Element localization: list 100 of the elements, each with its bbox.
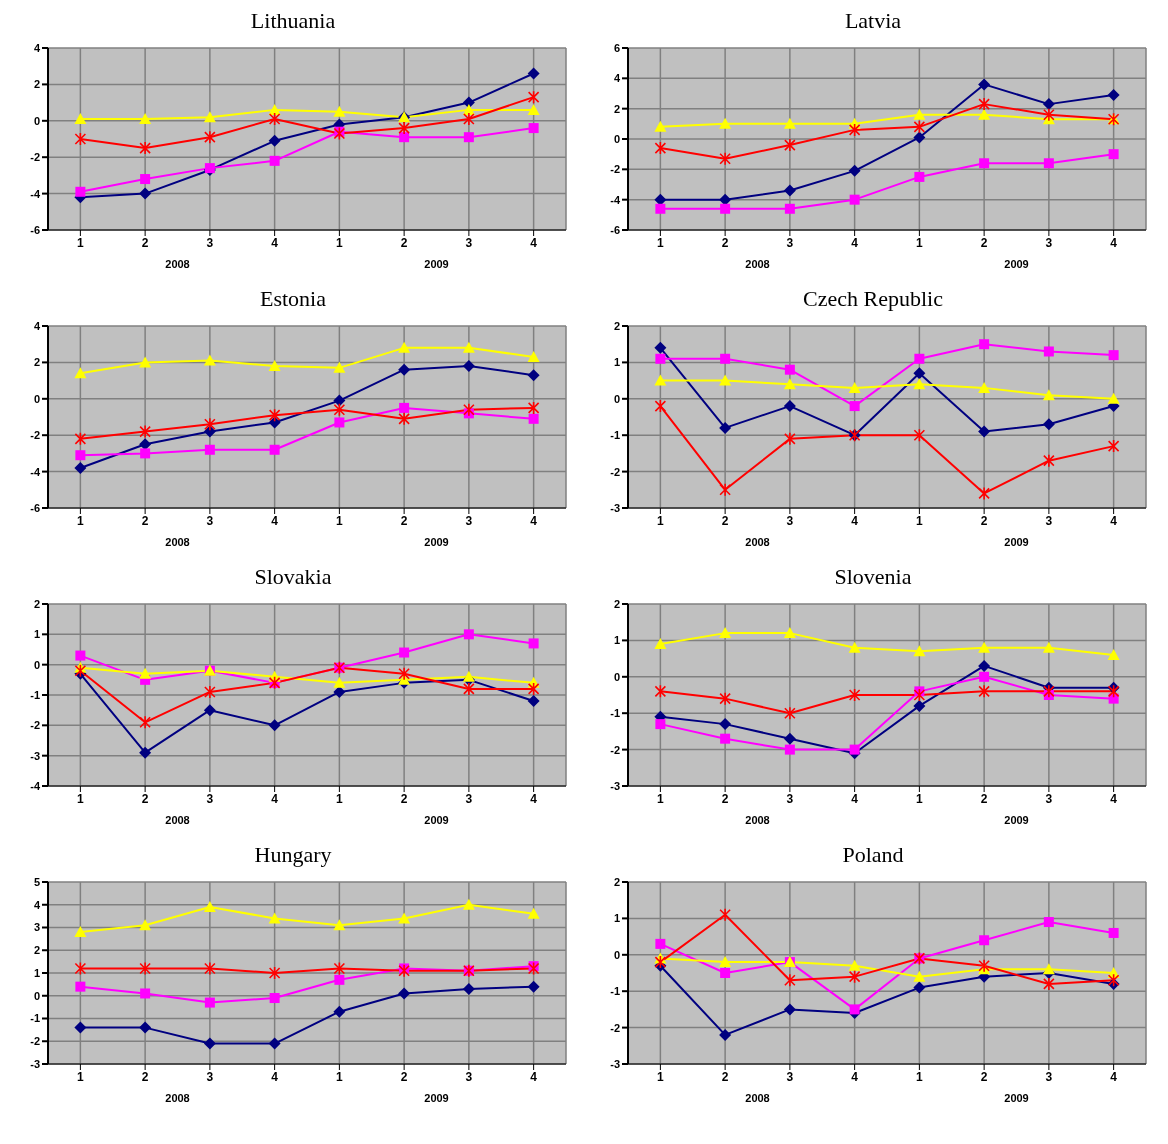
text: 2008 — [745, 1092, 770, 1104]
y-tick-label: -2 — [610, 163, 620, 176]
y-tick-label: -2 — [30, 151, 40, 164]
y-tick-label: 1 — [613, 356, 620, 369]
text: 2009 — [1004, 536, 1029, 548]
text: 2008 — [745, 814, 770, 826]
chart-title: Estonia — [259, 286, 327, 313]
x-tick-label: 2 — [400, 513, 408, 528]
chart-title: Slovenia — [833, 564, 913, 591]
y-tick-label: -1 — [610, 707, 620, 720]
x-tick-label: 1 — [336, 791, 344, 806]
x-tick-label: 1 — [916, 1069, 924, 1084]
y-tick-label: 0 — [613, 132, 620, 145]
text: 2008 — [165, 814, 190, 826]
x-tick-label: 1 — [657, 235, 665, 250]
x-tick-label: 2 — [141, 235, 149, 250]
y-tick-label: -1 — [610, 985, 620, 998]
y-tick-label: 0 — [613, 948, 620, 961]
chart-title: Latvia — [843, 8, 903, 35]
y-tick-label: 2 — [613, 102, 620, 115]
x-tick-label: 3 — [465, 513, 473, 528]
y-tick-label: 2 — [613, 597, 620, 610]
x-tick-label: 4 — [530, 791, 538, 806]
text: 2008 — [745, 258, 770, 270]
x-tick-label: 1 — [657, 513, 665, 528]
x-tick-label: 4 — [530, 513, 538, 528]
x-tick-label: 3 — [1045, 1069, 1053, 1084]
x-tick-label: 3 — [1045, 235, 1053, 250]
x-tick-label: 4 — [851, 1069, 859, 1084]
x-tick-label: 2 — [721, 1069, 729, 1084]
y-tick-label: -2 — [610, 1021, 620, 1034]
y-tick-label: 2 — [613, 319, 620, 332]
text: 2009 — [1004, 1092, 1029, 1104]
x-tick-label: 2 — [400, 791, 408, 806]
y-tick-label: -2 — [610, 743, 620, 756]
y-tick-label: 5 — [33, 875, 40, 888]
y-tick-label: 0 — [33, 658, 40, 671]
y-tick-label: -3 — [30, 1057, 40, 1070]
x-tick-label: 2 — [721, 235, 729, 250]
x-tick-label: 1 — [336, 513, 344, 528]
y-tick-label: -4 — [30, 187, 41, 200]
y-tick-label: 1 — [613, 912, 620, 925]
y-tick-label: 0 — [33, 989, 40, 1002]
text: 2008 — [745, 536, 770, 548]
x-tick-label: 3 — [465, 791, 473, 806]
chart-title: Poland — [841, 842, 905, 869]
x-tick-label: 2 — [721, 513, 729, 528]
x-tick-label: 3 — [786, 513, 794, 528]
x-tick-label: 3 — [465, 1069, 473, 1084]
x-tick-label: 1 — [336, 1069, 344, 1084]
x-tick-label: 3 — [206, 1069, 214, 1084]
y-tick-label: -4 — [610, 193, 621, 206]
y-tick-label: 2 — [33, 944, 40, 957]
x-tick-label: 1 — [77, 791, 85, 806]
y-tick-label: -3 — [610, 501, 620, 514]
y-tick-label: 0 — [33, 114, 40, 127]
x-tick-label: 1 — [336, 235, 344, 250]
x-tick-label: 4 — [851, 235, 859, 250]
x-tick-label: 1 — [916, 791, 924, 806]
text: 2008 — [165, 536, 190, 548]
x-tick-label: 2 — [980, 1069, 988, 1084]
y-tick-label: 4 — [33, 319, 41, 332]
y-tick-label: -2 — [610, 465, 620, 478]
text: 2008 — [165, 1092, 190, 1104]
y-tick-label: 1 — [33, 966, 40, 979]
text: 2009 — [1004, 258, 1029, 270]
x-tick-label: 3 — [206, 235, 214, 250]
y-tick-label: 2 — [613, 875, 620, 888]
text: 2009 — [1004, 814, 1029, 826]
y-tick-label: -2 — [30, 429, 40, 442]
x-tick-label: 2 — [980, 791, 988, 806]
y-tick-label: 2 — [33, 597, 40, 610]
x-tick-label: 4 — [271, 791, 279, 806]
x-tick-label: 1 — [657, 791, 665, 806]
y-tick-label: -4 — [30, 465, 41, 478]
x-tick-label: 4 — [851, 513, 859, 528]
chart-title: Czech Republic — [802, 286, 944, 313]
x-tick-label: 1 — [916, 513, 924, 528]
x-tick-label: 2 — [980, 513, 988, 528]
y-tick-label: -2 — [30, 1035, 40, 1048]
x-tick-label: 1 — [657, 1069, 665, 1084]
x-tick-label: 2 — [400, 1069, 408, 1084]
x-tick-label: 4 — [1110, 791, 1118, 806]
x-tick-label: 1 — [77, 1069, 85, 1084]
y-tick-label: -3 — [30, 749, 40, 762]
x-tick-label: 4 — [271, 1069, 279, 1084]
chart-title: Lithuania — [249, 8, 337, 35]
x-tick-label: 3 — [786, 791, 794, 806]
y-tick-label: -6 — [610, 223, 620, 236]
y-tick-label: 0 — [613, 670, 620, 683]
x-tick-label: 3 — [1045, 513, 1053, 528]
x-tick-label: 1 — [77, 235, 85, 250]
x-tick-label: 3 — [786, 235, 794, 250]
x-tick-label: 1 — [77, 513, 85, 528]
y-tick-label: 0 — [33, 392, 40, 405]
x-tick-label: 2 — [400, 235, 408, 250]
text: 2009 — [424, 536, 449, 548]
x-tick-label: 3 — [206, 513, 214, 528]
x-tick-label: 2 — [721, 791, 729, 806]
x-tick-label: 2 — [141, 1069, 149, 1084]
